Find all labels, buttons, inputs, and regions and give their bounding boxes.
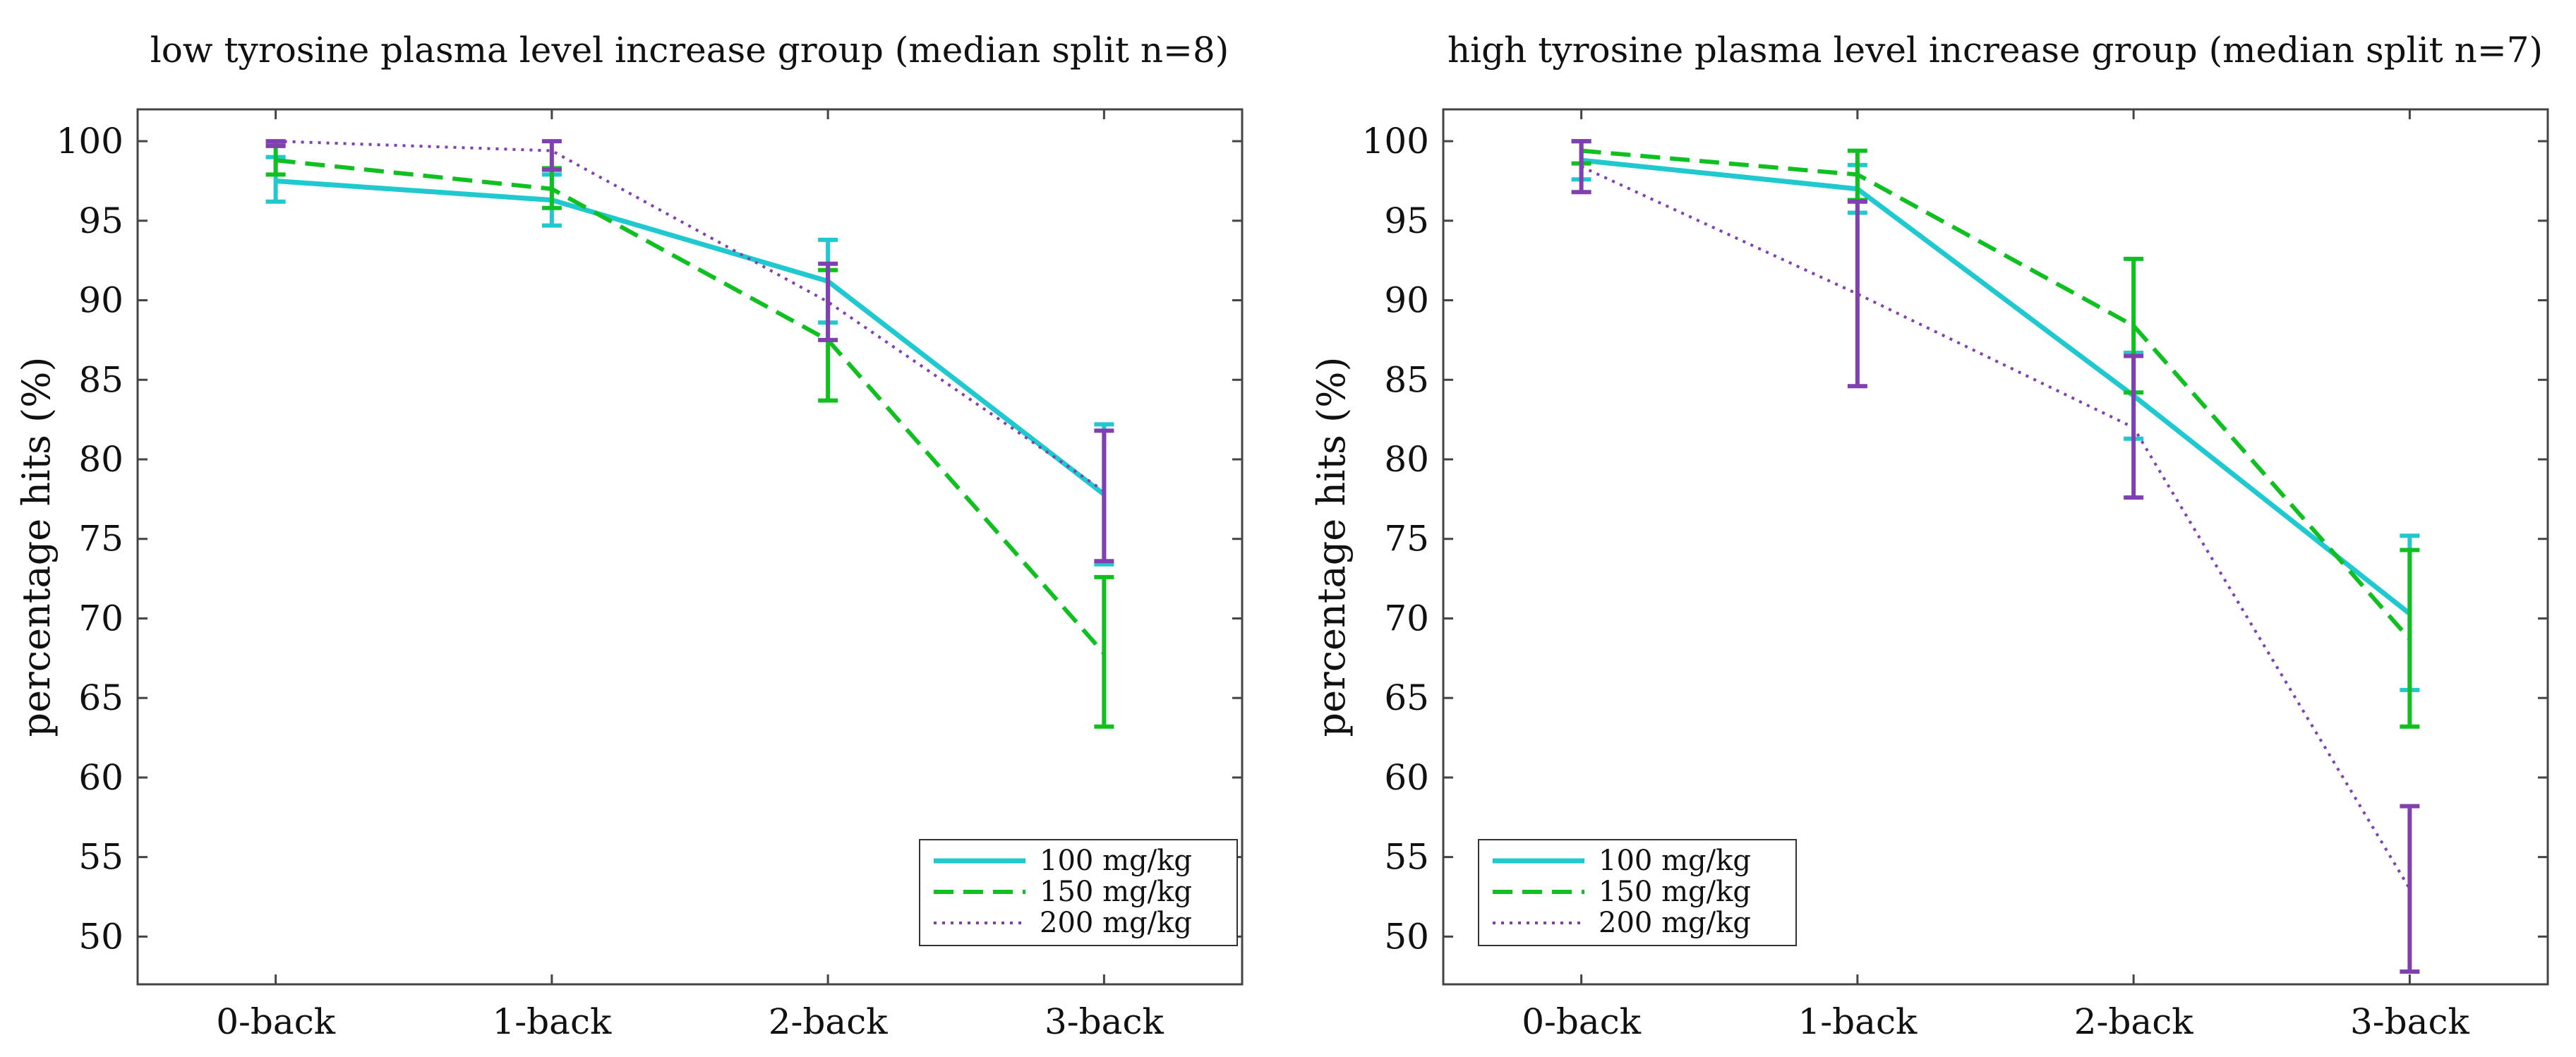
legend-label: 150 mg/kg (1040, 876, 1192, 908)
y-tick-label: 65 (78, 677, 124, 718)
y-tick-label: 85 (78, 359, 124, 400)
y-axis-label: percentage hits (%) (1309, 357, 1354, 737)
y-tick-label: 95 (78, 200, 124, 241)
legend-label: 200 mg/kg (1040, 907, 1192, 939)
y-tick-label: 50 (1384, 916, 1429, 957)
y-tick-label: 90 (78, 280, 124, 321)
y-tick-label: 95 (1384, 200, 1429, 241)
x-tick-label: 1-back (492, 1001, 612, 1042)
x-tick-label: 2-back (2074, 1001, 2194, 1042)
y-tick-label: 70 (78, 598, 124, 639)
legend-label: 100 mg/kg (1599, 845, 1751, 877)
left-chart-panel: low tyrosine plasma level increase group… (14, 30, 1244, 1042)
legend-label: 150 mg/kg (1599, 876, 1751, 908)
y-tick-label: 60 (78, 757, 124, 798)
y-tick-label: 75 (78, 519, 124, 560)
y-tick-label: 80 (1384, 439, 1429, 480)
y-tick-label: 50 (78, 916, 124, 957)
series-200-mg-kg (1571, 139, 2420, 974)
plot-frame (1442, 108, 2549, 986)
x-tick-label: 0-back (216, 1001, 336, 1042)
y-axis-label: percentage hits (%) (14, 357, 59, 737)
series-150-mg-kg (1571, 139, 2420, 729)
plot-frame (136, 108, 1244, 986)
series-100-mg-kg (1571, 139, 2420, 692)
series-150-mg-kg (265, 142, 1114, 729)
series-line (275, 178, 1106, 497)
y-tick-label: 90 (1384, 280, 1429, 321)
x-tick-label: 2-back (769, 1001, 889, 1042)
y-tick-label: 100 (56, 121, 124, 162)
x-tick-label: 1-back (1798, 1001, 1918, 1042)
y-tick-label: 55 (78, 837, 124, 878)
series-line (1580, 165, 2412, 890)
series-100-mg-kg (265, 155, 1114, 567)
x-tick-label: 0-back (1522, 1001, 1642, 1042)
legend-label: 100 mg/kg (1040, 845, 1192, 877)
series-line (1581, 148, 2412, 641)
series-line (275, 158, 1106, 656)
chart-title: low tyrosine plasma level increase group… (150, 30, 1229, 71)
y-tick-label: 55 (1384, 837, 1429, 878)
y-tick-label: 85 (1384, 359, 1429, 400)
y-tick-label: 75 (1384, 519, 1429, 560)
x-tick-label: 3-back (2350, 1001, 2470, 1042)
y-tick-label: 65 (1384, 677, 1429, 718)
chart-title: high tyrosine plasma level increase grou… (1448, 30, 2543, 71)
y-tick-label: 60 (1384, 757, 1429, 798)
right-chart-panel: high tyrosine plasma level increase grou… (1309, 30, 2549, 1042)
x-tick-label: 3-back (1045, 1001, 1164, 1042)
legend-label: 200 mg/kg (1599, 907, 1751, 939)
y-tick-label: 100 (1362, 121, 1429, 162)
y-tick-label: 80 (78, 439, 124, 480)
y-tick-label: 70 (1384, 598, 1429, 639)
series-200-mg-kg (265, 139, 1114, 564)
series-line (275, 140, 1105, 493)
series-line (1581, 157, 2412, 616)
